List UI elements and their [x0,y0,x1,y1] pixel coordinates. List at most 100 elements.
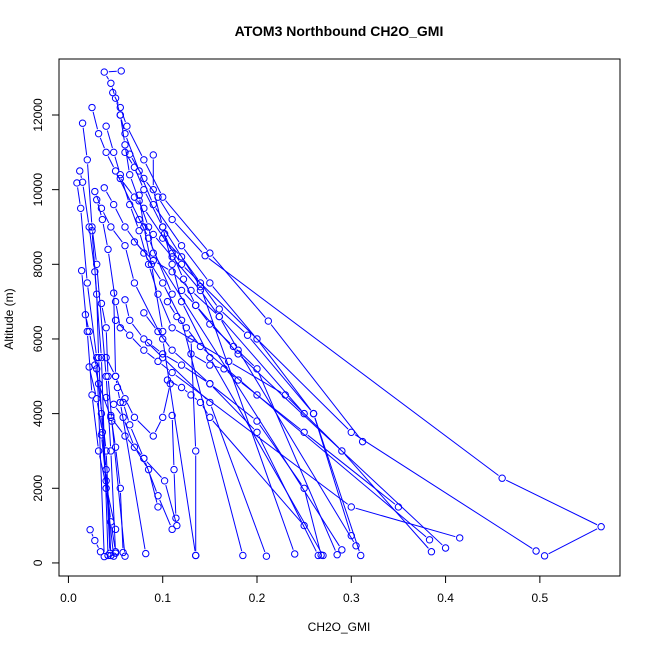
data-point [140,335,148,343]
data-point [111,297,120,306]
data-point [159,223,167,231]
data-point [135,227,143,235]
y-axis: 0 2000 4000 6000 8000 10000 12000 [31,98,60,566]
data-point [94,380,103,388]
data-point [159,279,167,287]
series-segment [355,507,456,538]
series-segment [146,461,162,478]
series-segment [113,420,123,433]
series-segment [270,324,361,439]
y-tick-label: 12000 [31,98,45,132]
data-point [163,376,172,384]
series-segment [132,338,142,348]
series-segment [344,453,429,549]
data-point [119,548,127,557]
series-segment [89,231,95,268]
series-segment [213,386,254,419]
data-point [168,260,176,269]
data-point [168,253,176,261]
data-point [215,312,223,321]
data-point [116,171,124,179]
series-segment [99,137,105,149]
series-segment [96,544,99,548]
series-segment [96,403,103,428]
y-tick-label: 2000 [31,475,45,502]
series-segment [202,405,208,414]
data-point [88,103,96,112]
data-point [97,431,106,439]
series-segment [111,87,115,95]
series-segment [146,316,156,329]
data-point [76,167,84,175]
data-point [144,465,153,474]
series-segment [87,287,97,354]
data-point [206,413,214,422]
series-segment [116,102,120,111]
series-segment [194,355,207,364]
series-segment [123,406,129,421]
data-point [206,361,214,369]
series-21 [140,309,322,560]
data-point [83,156,91,164]
data-point [100,184,108,192]
series-segment [185,367,207,382]
chart-title: ATOM3 Northbound CH2O_GMI [235,23,444,39]
series-segment [184,267,349,430]
y-axis-label: Altitude (m) [2,288,16,349]
data-point [160,477,169,485]
series-segment [240,353,355,543]
series-segment [151,345,160,352]
series-segment [82,127,88,156]
series-segment [179,319,184,325]
data-point [149,185,157,194]
series-11 [91,187,200,560]
series-segment [135,171,143,186]
data-point [347,503,355,511]
data-point [88,391,96,399]
series-segment [101,307,106,324]
series-segment [171,419,175,466]
series-segment [174,222,203,253]
data-point [102,324,110,332]
data-point [154,492,162,500]
series-segment [155,256,340,547]
series-segment [115,451,121,484]
data-point [154,193,162,201]
data-point [121,296,129,304]
y-tick-label: 10000 [31,173,45,207]
series-segment [111,419,116,443]
x-axis-label: CH2O_GMI [308,620,371,634]
series-29 [102,353,174,440]
series-segment [171,381,178,386]
series-segment [109,400,111,402]
plot-series [73,67,605,561]
series-segment [139,234,148,261]
series-segment [139,199,144,223]
series-segment [144,462,157,492]
series-36 [168,411,180,522]
data-point [159,353,167,362]
data-point [144,260,153,269]
series-segment [119,492,124,549]
series-segment [144,231,151,260]
series-segment [175,374,348,505]
data-point [96,548,105,556]
data-point [196,342,205,351]
series-segment [162,343,196,552]
data-point [91,187,99,196]
data-point [173,521,181,530]
series-35 [97,431,120,556]
series-segment [222,311,245,333]
data-point [78,178,87,186]
data-point [135,197,143,205]
series-segment [107,361,114,373]
data-point [93,196,101,204]
series-segment [184,293,193,303]
series-segment [77,187,81,204]
data-point [78,119,87,127]
data-point [97,204,106,213]
x-axis: 0.0 0.1 0.2 0.3 0.4 0.5 [60,575,549,605]
data-point [182,324,190,332]
data-point [109,200,118,209]
series-12 [100,184,247,560]
